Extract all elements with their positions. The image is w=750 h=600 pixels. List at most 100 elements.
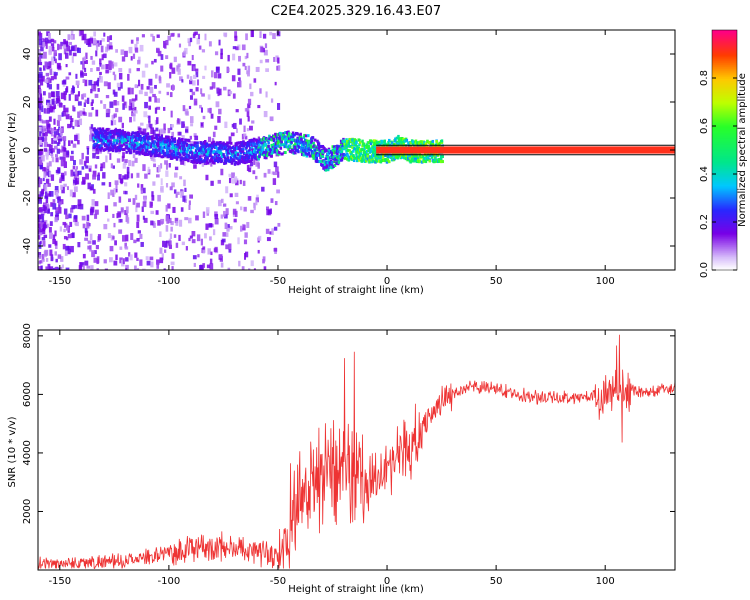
spectrogram-cell (63, 47, 67, 55)
spectrogram-cell (112, 141, 115, 145)
spectrogram-cell (52, 199, 56, 204)
spectrogram-cell (44, 79, 49, 83)
spectrogram-cell (354, 156, 357, 160)
spectrogram-cell (225, 151, 228, 155)
spectrogram-cell (330, 151, 334, 155)
spectrogram-cell (355, 159, 359, 163)
spectrogram-cell (215, 101, 220, 108)
spectrogram-cell (128, 142, 131, 146)
spectrogram-cell (41, 120, 46, 124)
spectrogram-cell (340, 145, 344, 149)
spectrogram-cell (189, 116, 194, 124)
spectrogram-cell (53, 40, 57, 44)
spectrogram-cell (381, 154, 385, 158)
spectrogram-cell (127, 73, 130, 81)
spectrogram-cell (45, 72, 50, 77)
colorbar-stripe (712, 80, 737, 83)
spectrogram-cell (198, 155, 202, 159)
spectrogram-cell (169, 92, 173, 98)
spectrogram-cell (82, 33, 87, 40)
spectrogram-cell (260, 150, 264, 154)
spectrogram-cell (102, 162, 106, 169)
colorbar-stripe (712, 126, 737, 129)
spectrogram-cell (64, 41, 69, 47)
spectrogram-cell (239, 159, 242, 163)
spectrogram-cell (100, 100, 103, 104)
colorbar-tick-label: 0.2 (699, 214, 710, 230)
spectrogram-cell (101, 132, 105, 136)
spectrogram-cell (38, 56, 42, 63)
spectrogram-cell (333, 151, 336, 155)
spectrogram-cell (229, 155, 233, 159)
spectrogram-cell (267, 144, 270, 148)
spectrogram-cell (169, 233, 173, 240)
spectrogram-cell (154, 84, 157, 89)
spectrogram-cell (72, 171, 76, 176)
colorbar-stripe (712, 74, 737, 77)
spectrogram-cell (60, 92, 65, 100)
spectrogram-cell (109, 257, 113, 263)
spectrogram-cell (83, 102, 86, 107)
spectrogram-cell (204, 144, 208, 148)
spectrogram-cell (255, 66, 260, 72)
colorbar-stripe (712, 136, 737, 139)
spectrogram-cell (262, 47, 265, 53)
spectrogram-cell (113, 100, 117, 106)
spectrogram-cell (52, 109, 55, 113)
spectrogram-cell (174, 217, 179, 224)
spectrogram-cell (207, 248, 211, 255)
spectrogram-cell (207, 108, 212, 113)
spectrogram-cell (104, 268, 108, 270)
spectrogram-cell (200, 160, 204, 164)
spectrogram-cell (40, 46, 44, 52)
spectrogram-cell (136, 172, 140, 178)
spectrogram-cell (86, 214, 90, 221)
spectrogram-cell (268, 147, 272, 151)
spectrogram-cell (84, 38, 88, 44)
spectrogram-cell (119, 130, 122, 134)
spectrogram-cell (371, 151, 375, 155)
spectrogram-cell (49, 68, 53, 76)
spectrogram-cell (72, 105, 75, 112)
spectrogram-cell (75, 80, 80, 86)
spectrogram-cell (241, 150, 244, 154)
colorbar-stripe (712, 250, 737, 253)
spectrogram-cell (130, 233, 134, 240)
spectrogram-cell (258, 235, 262, 241)
spectrogram-cell (38, 97, 42, 105)
spectrogram-cell (170, 261, 175, 266)
spectrogram-cell (50, 76, 54, 81)
spectrogram-cell (65, 224, 69, 231)
spectrogram-cell (286, 145, 289, 149)
spectrogram-cell (156, 106, 161, 110)
spectrogram-cell (418, 159, 422, 163)
spectrogram-cell (80, 72, 84, 78)
spectrogram-cell (160, 221, 163, 225)
spectrogram-cell (142, 215, 145, 220)
spectrogram-cell (103, 136, 106, 140)
spectrogram-cell (91, 60, 96, 65)
spectrogram-line-band (376, 146, 675, 154)
spectrogram-cell (146, 260, 151, 266)
spectrogram-cell (220, 198, 224, 203)
spectrogram-cell (38, 140, 42, 145)
spectrogram-cell (411, 142, 415, 146)
spectrogram-cell (129, 137, 133, 141)
spectrogram-cell (326, 168, 330, 172)
spectrogram-cell (227, 224, 230, 228)
spectrogram-cell (71, 56, 74, 63)
spectrogram-cell (244, 66, 247, 71)
spectrogram-cell (246, 52, 249, 59)
spectrogram-cell (164, 142, 167, 146)
spectrogram-cell (131, 160, 135, 167)
spectrogram-cell (84, 79, 88, 87)
spectrogram-cell (253, 78, 257, 83)
spectrogram-cell (326, 161, 330, 165)
spectrogram-cell (272, 178, 277, 185)
spectrogram-cell (142, 201, 147, 208)
spectrogram-cell (149, 256, 154, 261)
spectrogram-cell (421, 142, 425, 146)
spectrogram-cell (98, 133, 102, 137)
spectrogram-cell (103, 138, 106, 142)
spectrogram-cell (218, 156, 222, 160)
